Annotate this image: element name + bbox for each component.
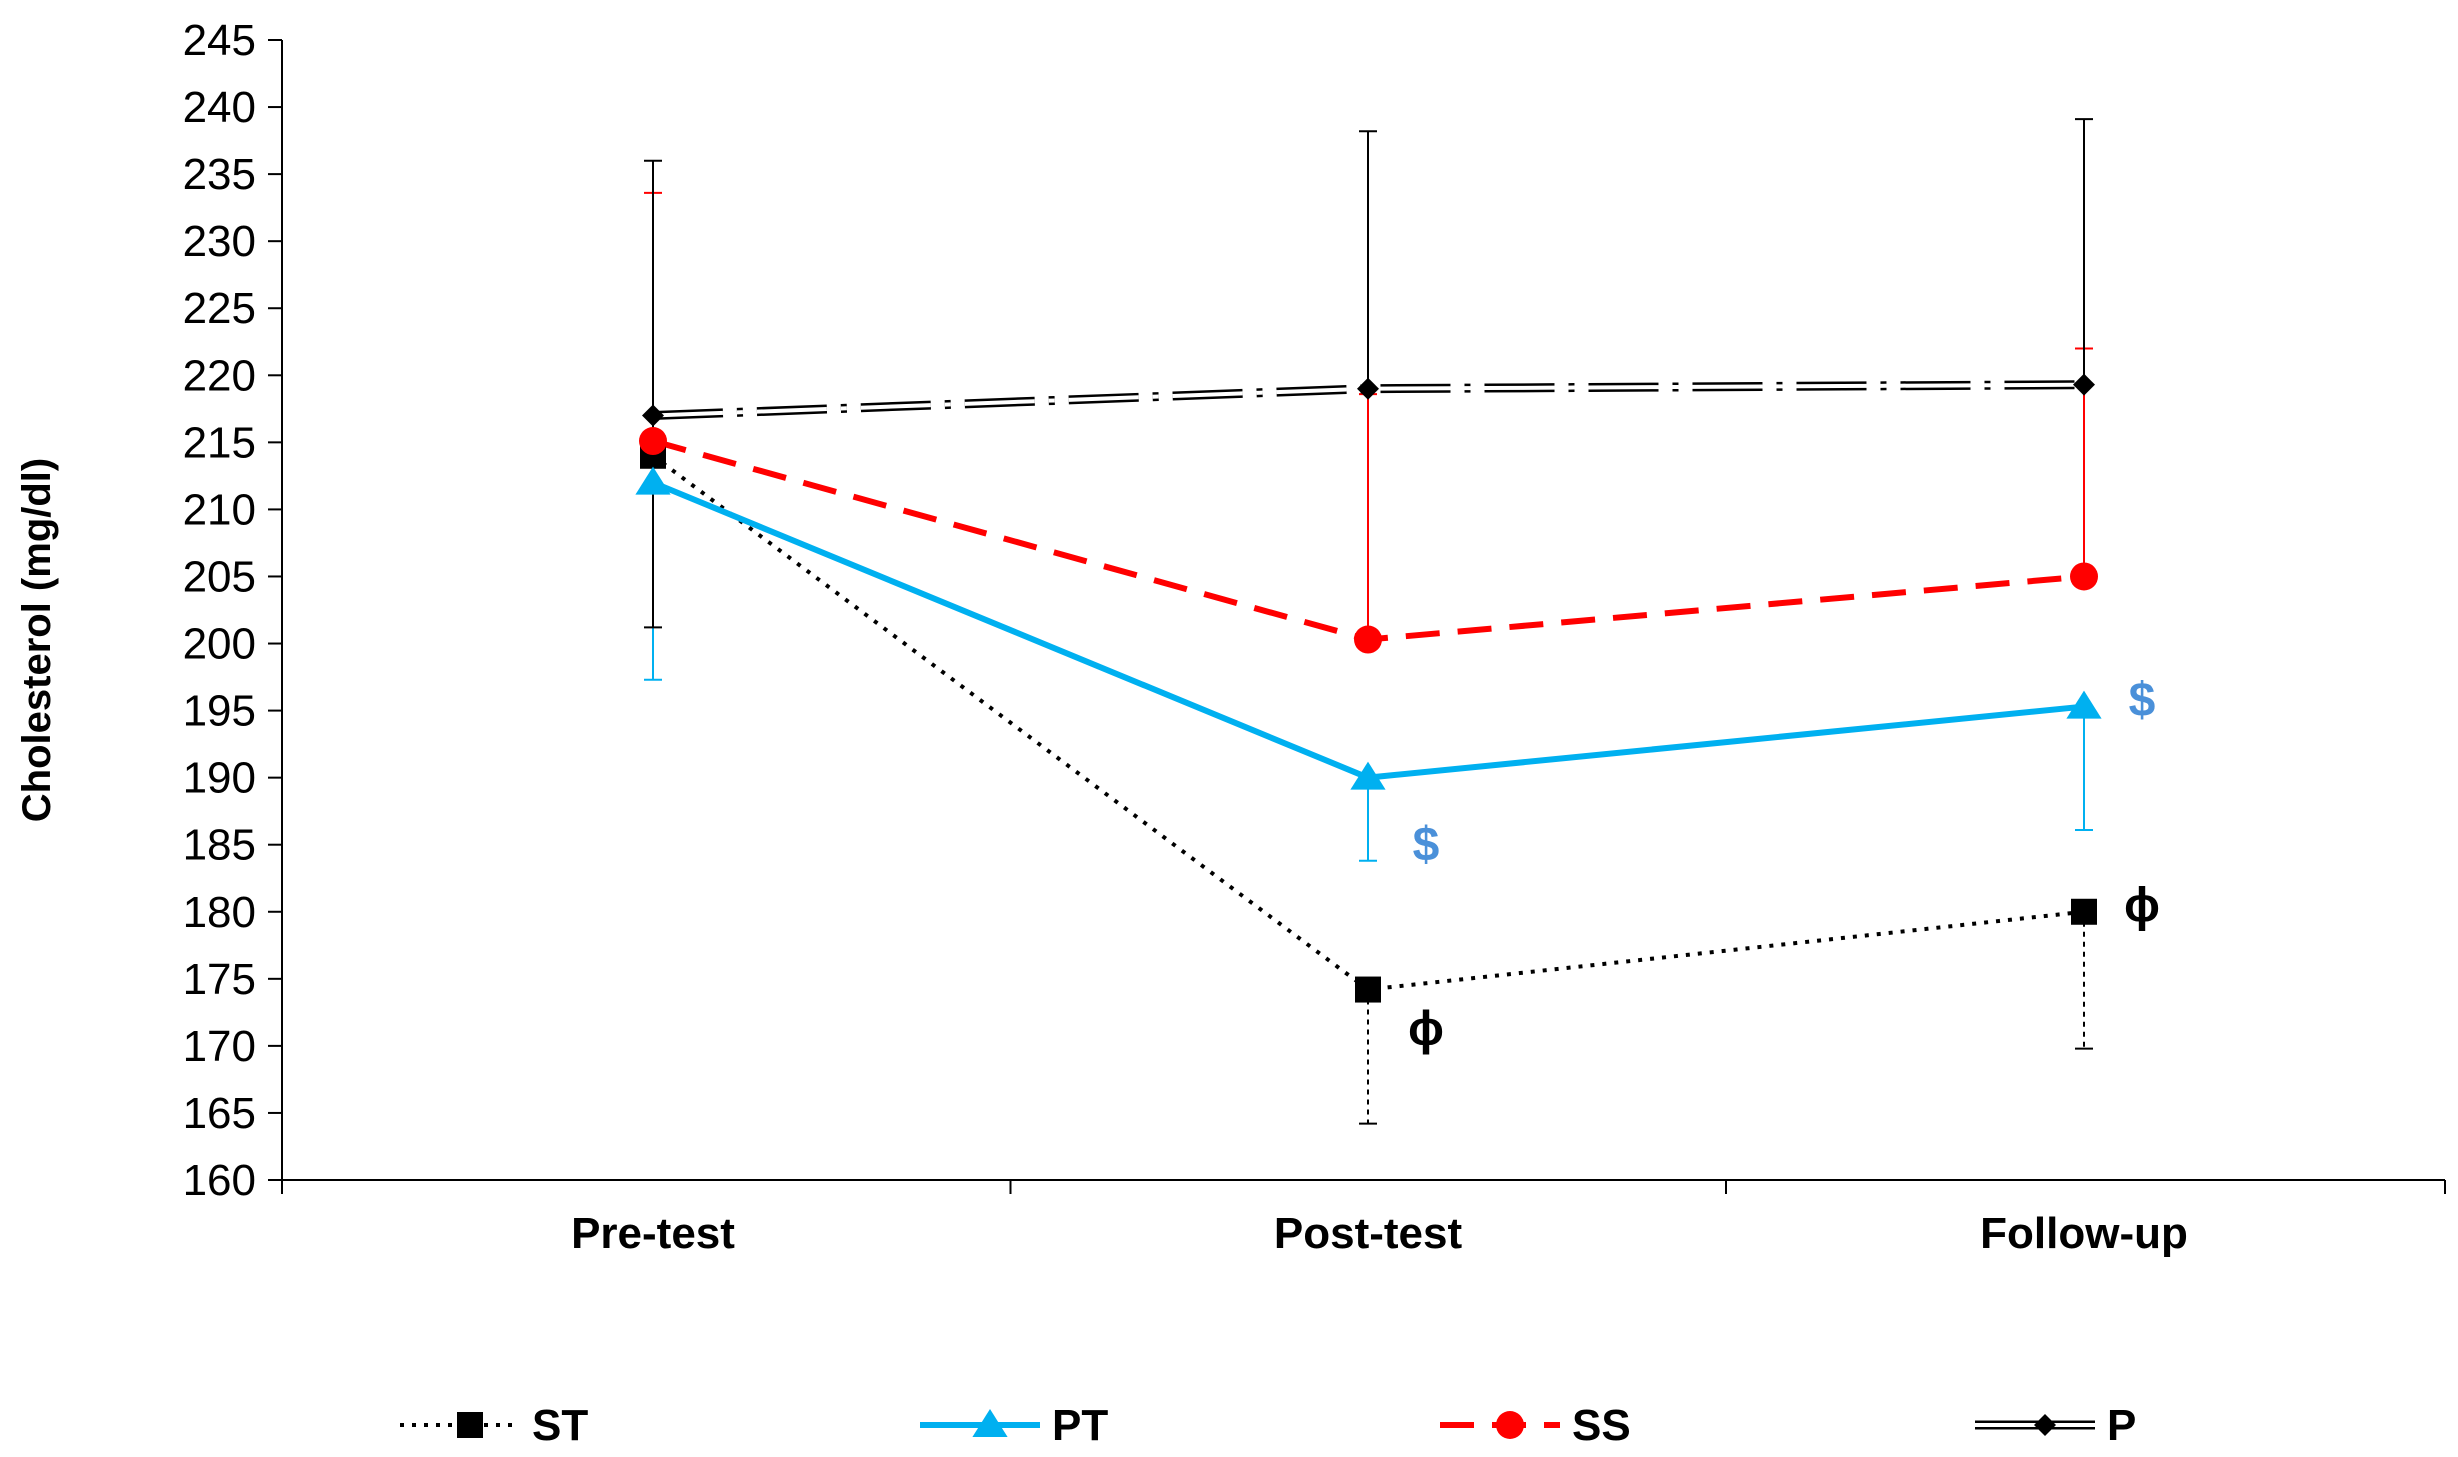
- marker-pt: [1350, 761, 1386, 790]
- marker-ss: [639, 427, 667, 456]
- y-tick-label: 240: [183, 83, 256, 132]
- y-tick-label: 245: [183, 16, 256, 65]
- y-tick-label: 190: [183, 754, 256, 803]
- y-tick-label: 225: [183, 284, 256, 333]
- marker-ss: [2070, 562, 2098, 591]
- legend-label-ss: SS: [1572, 1401, 1631, 1450]
- annotation-label: ϕ: [1408, 1002, 1444, 1055]
- y-tick-label: 185: [183, 821, 256, 870]
- y-tick-label: 235: [183, 150, 256, 199]
- y-tick-label: 215: [183, 418, 256, 467]
- marker-p: [2034, 1414, 2056, 1436]
- y-tick-label: 180: [183, 888, 256, 937]
- x-tick-label: Post-test: [1274, 1209, 1463, 1258]
- marker-st: [457, 1412, 483, 1438]
- legend-label-p: P: [2107, 1401, 2136, 1450]
- y-axis-label: Cholesterol (mg/dl): [15, 458, 59, 822]
- y-tick-label: 175: [183, 955, 256, 1004]
- y-tick-label: 200: [183, 620, 256, 669]
- y-tick-label: 210: [183, 485, 256, 534]
- annotation-label: $: [1413, 819, 1440, 872]
- marker-p: [642, 404, 664, 427]
- marker-pt: [2066, 690, 2102, 719]
- marker-pt: [635, 466, 671, 495]
- marker-ss: [1354, 625, 1382, 654]
- y-tick-label: 165: [183, 1089, 256, 1138]
- legend-label-st: ST: [532, 1401, 588, 1450]
- y-tick-label: 195: [183, 687, 256, 736]
- marker-pt: [972, 1409, 1008, 1437]
- annotation-label: $: [2129, 674, 2156, 727]
- series-markers: [635, 373, 2102, 1003]
- series-line-inner-p: [652, 382, 2085, 418]
- marker-p: [1357, 377, 1379, 400]
- axes: 160 165 170 175 180 185 190 195 200 205 210 215 220 2…: [183, 16, 2446, 1258]
- legend: ST PT SS P: [400, 1401, 2136, 1450]
- error-bars: [644, 118, 2093, 1125]
- y-tick-label: 230: [183, 217, 256, 266]
- x-tick-label: Follow-up: [1980, 1209, 2188, 1258]
- marker-st: [1355, 976, 1381, 1003]
- y-tick-label: 205: [183, 552, 256, 601]
- marker-st: [2071, 898, 2097, 925]
- annotation-label: ϕ: [2124, 879, 2160, 932]
- annotations: $ $ ϕ ϕ: [1408, 674, 2160, 1056]
- legend-label-pt: PT: [1052, 1401, 1108, 1450]
- y-tick-label: 170: [183, 1022, 256, 1071]
- x-tick-label: Pre-test: [571, 1209, 735, 1258]
- marker-ss: [1496, 1411, 1524, 1439]
- marker-p: [2073, 373, 2095, 396]
- y-tick-label: 220: [183, 351, 256, 400]
- y-tick-label: 160: [183, 1156, 256, 1205]
